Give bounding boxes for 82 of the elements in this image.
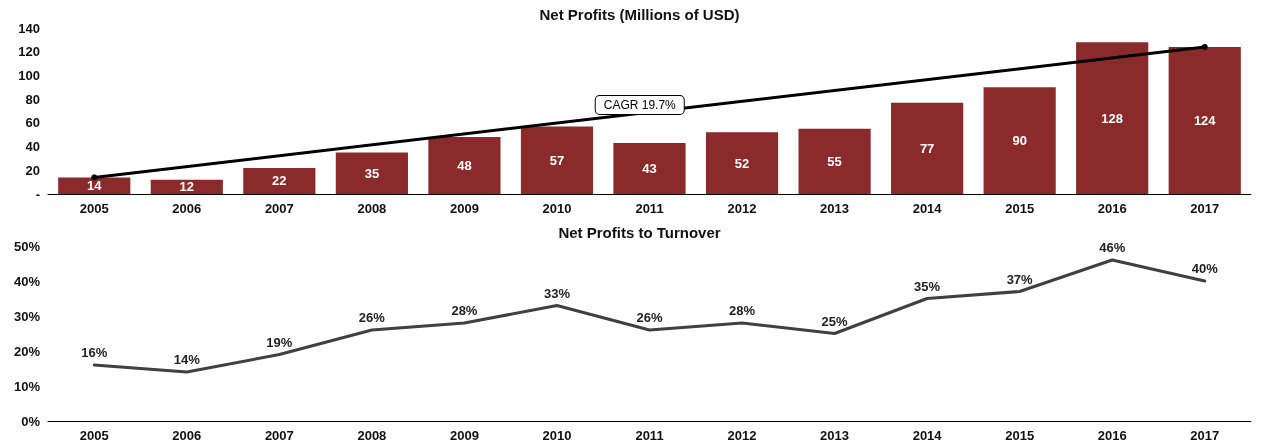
data-label: 52 <box>734 155 750 171</box>
bar <box>520 126 594 194</box>
data-label: 37% <box>1006 271 1034 287</box>
x-tick-label: 2008 <box>357 428 387 443</box>
data-label: 57 <box>549 152 565 168</box>
x-tick-label: 2012 <box>727 201 757 216</box>
chart-title: Net Profits (Millions of USD) <box>539 6 740 23</box>
y-tick-label: 40 <box>25 139 40 155</box>
data-label: 48 <box>457 158 472 174</box>
x-tick-label: 2009 <box>449 201 479 216</box>
data-label: 124 <box>1193 112 1217 128</box>
y-tick-label: 100 <box>18 67 40 83</box>
data-label: 22 <box>272 173 287 189</box>
bar <box>243 167 316 194</box>
x-tick-label: 2005 <box>79 201 109 216</box>
data-label: 35% <box>914 278 941 294</box>
x-tick-label: 2011 <box>635 428 664 443</box>
y-tick-label: 50% <box>13 238 41 254</box>
data-label: 19% <box>266 334 293 350</box>
x-tick-label: 2012 <box>727 428 757 443</box>
data-label: 26% <box>358 310 386 325</box>
data-label: 12 <box>179 179 195 195</box>
x-tick-label: 2005 <box>79 428 109 443</box>
data-label: 28% <box>451 303 478 318</box>
y-tick-label: 30% <box>13 308 41 324</box>
bar <box>798 128 871 194</box>
y-tick-label: 40% <box>13 273 41 289</box>
y-tick-label: - <box>35 186 40 202</box>
bar <box>983 87 1056 194</box>
y-tick-label: 80 <box>25 91 40 107</box>
x-tick-label: 2017 <box>1190 201 1220 216</box>
x-tick-label: 2013 <box>820 428 850 443</box>
x-tick-label: 2015 <box>1005 428 1035 443</box>
x-tick-label: 2014 <box>912 428 943 443</box>
x-tick-label: 2013 <box>820 201 850 216</box>
bar <box>335 152 408 194</box>
bar <box>1168 46 1241 194</box>
data-label: 25% <box>821 313 849 329</box>
x-tick-label: 2006 <box>172 428 202 443</box>
data-label: 16% <box>81 345 108 360</box>
data-label: 14% <box>173 352 201 367</box>
y-tick-label: 120 <box>18 44 40 60</box>
x-tick-label: 2010 <box>542 201 572 216</box>
y-tick-label: 0% <box>21 413 41 429</box>
data-label: 33% <box>543 285 571 301</box>
data-label: 28% <box>729 303 756 318</box>
data-label: 55 <box>827 153 842 169</box>
x-tick-label: 2014 <box>912 201 943 216</box>
x-tick-label: 2007 <box>264 201 294 216</box>
y-tick-label: 20 <box>25 162 40 178</box>
bar <box>150 179 223 194</box>
y-tick-label: 60 <box>25 115 40 131</box>
data-label: 40% <box>1191 261 1219 276</box>
bar <box>58 177 131 194</box>
bar <box>891 102 964 194</box>
x-tick-label: 2016 <box>1097 428 1127 443</box>
y-tick-label: 20% <box>13 343 41 359</box>
chart-title: Net Profits to Turnover <box>558 224 721 241</box>
data-label: 14 <box>87 178 103 194</box>
data-label: 90 <box>1012 133 1027 149</box>
y-tick-label: 140 <box>18 20 40 36</box>
bar <box>428 137 501 194</box>
x-tick-label: 2009 <box>449 428 479 443</box>
bar <box>613 143 686 194</box>
y-tick-label: 10% <box>13 378 41 394</box>
x-tick-label: 2011 <box>635 201 664 216</box>
data-label: 26% <box>636 310 663 325</box>
x-tick-label: 2015 <box>1005 201 1035 216</box>
data-label: 46% <box>1099 240 1126 255</box>
data-label: 77 <box>919 140 935 156</box>
x-tick-label: 2010 <box>542 428 572 443</box>
annotation: CAGR 19.7% <box>603 98 677 112</box>
data-label: 43 <box>642 161 657 177</box>
x-tick-label: 2006 <box>172 201 202 216</box>
x-tick-label: 2007 <box>264 428 294 443</box>
bar <box>1076 42 1149 194</box>
data-label: 35 <box>364 165 380 181</box>
x-tick-label: 2017 <box>1190 428 1220 443</box>
bar <box>705 132 779 194</box>
x-tick-label: 2008 <box>357 201 387 216</box>
x-tick-label: 2016 <box>1097 201 1127 216</box>
data-label: 128 <box>1101 110 1124 126</box>
